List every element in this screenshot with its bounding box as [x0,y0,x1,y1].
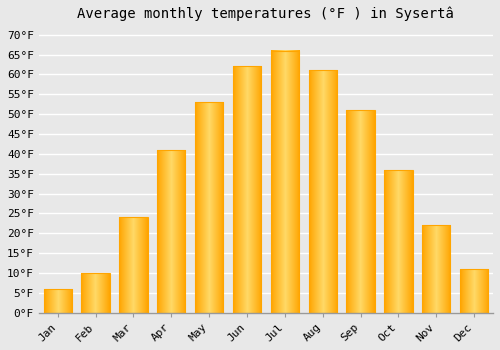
Bar [460,269,488,313]
Bar [195,102,224,313]
Bar [119,217,148,313]
Bar [384,170,412,313]
Bar [270,51,299,313]
Bar [346,110,375,313]
Bar [308,70,337,313]
Bar [157,150,186,313]
Bar [233,66,261,313]
Bar [82,273,110,313]
Bar [422,225,450,313]
Title: Average monthly temperatures (°F ) in Sysertâ: Average monthly temperatures (°F ) in Sy… [78,7,454,21]
Bar [44,289,72,313]
